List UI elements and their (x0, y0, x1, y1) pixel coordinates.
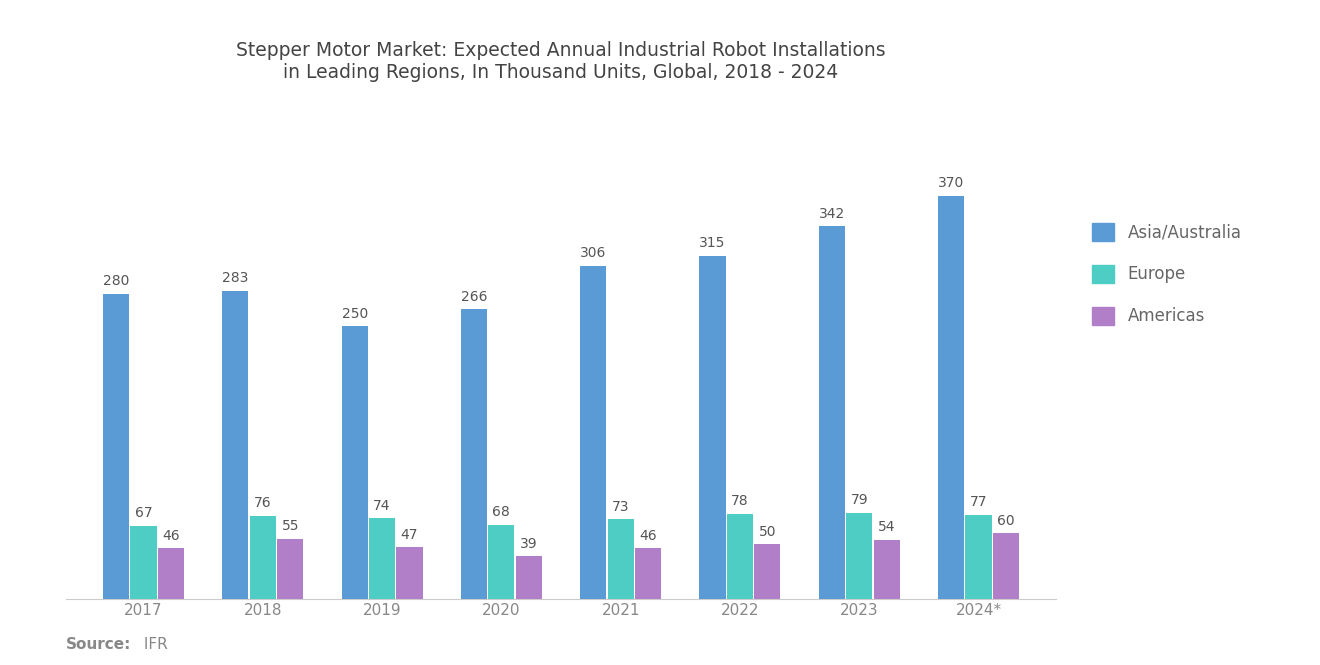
Text: 74: 74 (374, 499, 391, 513)
Text: 77: 77 (970, 495, 987, 509)
Text: 50: 50 (759, 525, 776, 539)
Legend: Asia/Australia, Europe, Americas: Asia/Australia, Europe, Americas (1084, 214, 1250, 334)
Bar (818, 226, 845, 598)
Text: 67: 67 (135, 506, 152, 520)
Text: 266: 266 (461, 289, 487, 304)
Bar (131, 525, 157, 598)
Text: 60: 60 (997, 514, 1015, 528)
Text: 306: 306 (579, 246, 606, 260)
Bar (607, 519, 634, 598)
Bar (277, 539, 304, 599)
Bar (342, 327, 368, 598)
Bar (700, 256, 726, 598)
Bar (846, 513, 873, 598)
Text: 47: 47 (401, 528, 418, 542)
Bar (727, 513, 752, 598)
Bar (965, 515, 991, 598)
Text: 55: 55 (281, 519, 300, 533)
Text: 342: 342 (818, 207, 845, 221)
Text: 79: 79 (850, 493, 869, 507)
Bar (993, 533, 1019, 598)
Text: 39: 39 (520, 537, 537, 551)
Bar (579, 265, 606, 598)
Bar (461, 309, 487, 598)
Text: IFR: IFR (139, 636, 168, 652)
Bar (249, 516, 276, 598)
Text: 370: 370 (939, 176, 964, 190)
Text: 315: 315 (700, 236, 726, 250)
Bar (396, 547, 422, 598)
Text: Source:: Source: (66, 636, 132, 652)
Bar (635, 549, 661, 598)
Text: 73: 73 (612, 499, 630, 513)
Title: Stepper Motor Market: Expected Annual Industrial Robot Installations
in Leading : Stepper Motor Market: Expected Annual In… (236, 41, 886, 82)
Bar (939, 196, 964, 598)
Text: 78: 78 (731, 494, 748, 508)
Bar (874, 540, 900, 598)
Bar (516, 556, 543, 598)
Text: 46: 46 (162, 529, 180, 543)
Text: 250: 250 (342, 307, 368, 321)
Text: 283: 283 (222, 271, 248, 285)
Text: 68: 68 (492, 505, 511, 519)
Text: 46: 46 (639, 529, 657, 543)
Text: 54: 54 (878, 520, 895, 534)
Bar (488, 525, 515, 598)
Bar (103, 294, 129, 598)
Text: 76: 76 (253, 496, 272, 510)
Bar (754, 544, 780, 598)
Text: 280: 280 (103, 275, 129, 289)
Bar (222, 291, 248, 598)
Bar (370, 518, 395, 598)
Bar (158, 549, 183, 598)
